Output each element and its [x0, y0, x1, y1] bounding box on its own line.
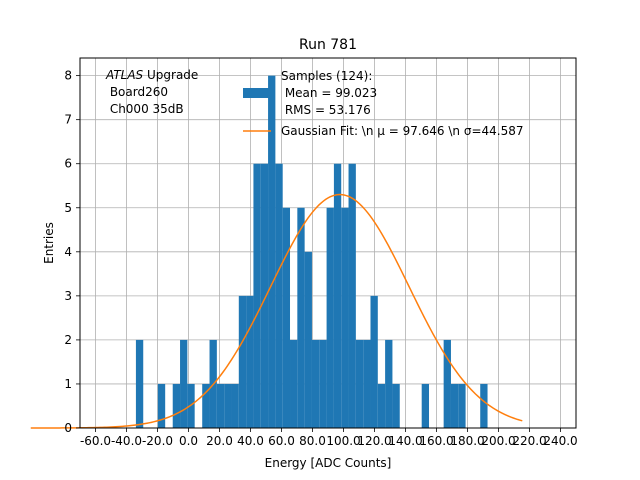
x-tick-label: 140.0 — [388, 434, 422, 448]
histogram-bar — [311, 339, 320, 428]
histogram-bar — [348, 163, 356, 428]
histogram-bar — [341, 207, 349, 428]
legend-fit-label: Gaussian Fit: \n μ = 97.646 \n σ=44.587 — [281, 124, 524, 138]
x-tick-label: 80.0 — [299, 434, 326, 448]
legend-histogram-swatch — [243, 88, 271, 98]
histogram-bar — [238, 295, 247, 428]
annotation-board: Board260 — [106, 85, 168, 99]
x-tick-label: 180.0 — [450, 434, 484, 448]
y-tick-label: 5 — [64, 201, 72, 215]
histogram-bar — [246, 295, 254, 428]
histogram-bar — [297, 207, 305, 428]
x-tick-label: 160.0 — [419, 434, 453, 448]
histogram-bar — [282, 207, 291, 428]
histogram-bar — [443, 339, 451, 428]
legend-mean-label: Mean = 99.023 — [281, 86, 377, 100]
histogram-bar — [275, 163, 283, 428]
histogram-bar — [458, 383, 466, 428]
x-tick-label: -20.0 — [142, 434, 173, 448]
x-tick-label: -40.0 — [111, 434, 142, 448]
x-tick-label: 220.0 — [512, 434, 546, 448]
atlas-annotation: ATLAS Upgrade Board260 Ch000 35dB — [105, 68, 198, 116]
x-axis-label: Energy [ADC Counts] — [265, 456, 392, 470]
histogram-bar — [326, 207, 334, 428]
y-tick-label: 4 — [64, 245, 72, 259]
legend-samples-label: Samples (124): — [281, 69, 372, 83]
histogram-bar — [202, 383, 210, 428]
x-tick-label: 0.0 — [179, 434, 198, 448]
histogram-bar — [224, 383, 232, 428]
chart-title: Run 781 — [299, 37, 357, 53]
histogram-bar — [180, 339, 188, 428]
y-tick-label: 3 — [64, 289, 72, 303]
histogram-bar — [333, 163, 342, 428]
y-tick-label: 2 — [64, 333, 72, 347]
histogram-bar — [172, 383, 181, 428]
histogram-bar — [370, 295, 378, 428]
histogram-bar — [135, 339, 144, 428]
histogram-bar — [216, 383, 225, 428]
histogram-bar — [290, 339, 298, 428]
histogram-bar — [385, 339, 393, 428]
histogram-bar — [187, 383, 195, 428]
atlas-italic: ATLAS — [105, 68, 144, 82]
y-axis-label: Entries — [42, 222, 56, 264]
x-tick-label: 200.0 — [481, 434, 515, 448]
histogram-bar — [392, 383, 400, 428]
histogram-bars — [135, 75, 488, 428]
histogram-bar — [319, 339, 327, 428]
legend: Samples (124): Mean = 99.023 RMS = 53.17… — [243, 69, 524, 138]
y-tick-label: 0 — [64, 421, 72, 435]
histogram-bar — [355, 339, 364, 428]
y-tick-label: 1 — [64, 377, 72, 391]
y-axis-ticks: 0 1 2 3 4 5 6 7 8 — [64, 69, 80, 435]
gaussian-fit-line — [30, 193, 523, 429]
plot-area — [30, 57, 577, 429]
x-tick-label: 20.0 — [206, 434, 233, 448]
histogram-bar — [260, 163, 269, 428]
x-tick-label: 240.0 — [543, 434, 577, 448]
histogram-bar — [304, 251, 312, 428]
histogram-bar — [377, 383, 386, 428]
x-tick-label: 40.0 — [237, 434, 264, 448]
histogram-bar — [363, 339, 371, 428]
annotation-channel: Ch000 35dB — [106, 102, 184, 116]
x-tick-label: -60.0 — [80, 434, 111, 448]
histogram-bar — [480, 383, 488, 428]
histogram-bar — [421, 383, 430, 428]
histogram-bar — [157, 383, 166, 428]
atlas-upgrade: Upgrade — [143, 68, 198, 82]
y-tick-label: 6 — [64, 157, 72, 171]
histogram-bar — [231, 383, 239, 428]
histogram-bar — [253, 163, 261, 428]
y-tick-label: 8 — [64, 69, 72, 83]
svg-text:ATLAS Upgrade: ATLAS Upgrade — [105, 68, 198, 82]
legend-rms-label: RMS = 53.176 — [281, 103, 371, 117]
y-tick-label: 7 — [64, 113, 72, 127]
histogram-bar — [268, 75, 276, 428]
x-axis-ticks: -60.0 -40.0 -20.0 0.0 20.0 40.0 60.0 80.0 100.01… — [80, 428, 578, 448]
x-tick-label: 100.0 — [326, 434, 360, 448]
histogram-bar — [450, 383, 459, 428]
x-tick-label: 120.0 — [357, 434, 391, 448]
x-tick-label: 60.0 — [268, 434, 295, 448]
plot-frame — [79, 57, 577, 429]
